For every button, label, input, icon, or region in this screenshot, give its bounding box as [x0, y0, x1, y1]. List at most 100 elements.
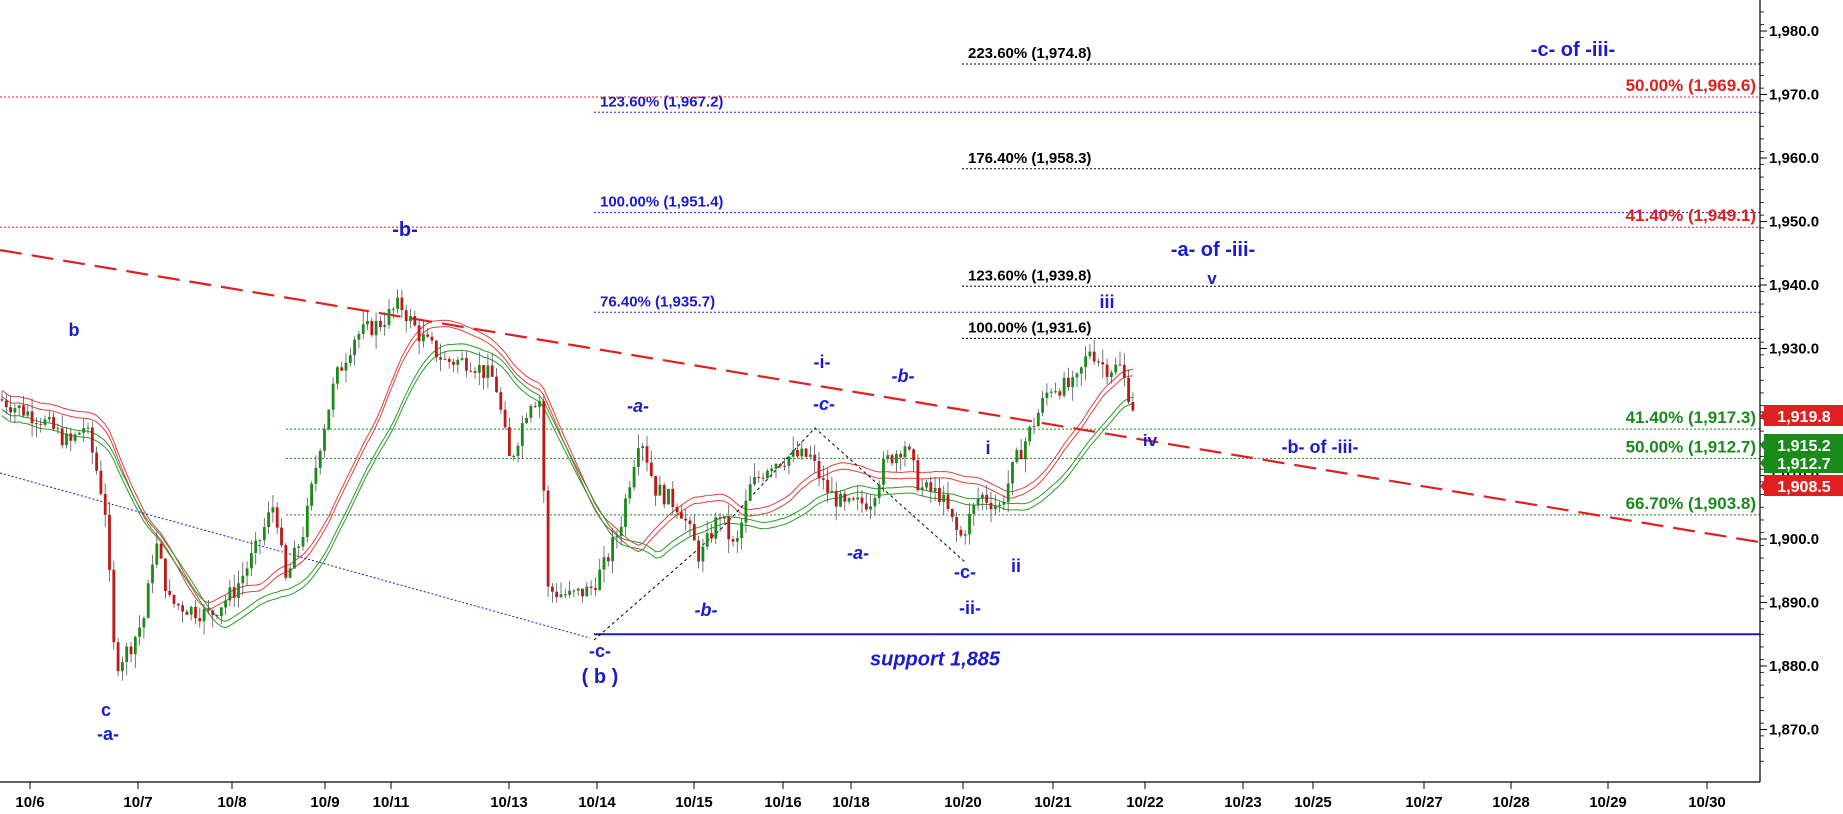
candle-body [1067, 377, 1070, 388]
candle-body [512, 455, 516, 457]
candle-body [232, 587, 236, 598]
candle-body [314, 467, 318, 484]
price-badge-label: 1,912.7 [1777, 456, 1830, 473]
candle-body [963, 534, 967, 536]
candle-body [245, 568, 249, 576]
candle-body [447, 358, 451, 362]
candle-body [82, 428, 86, 433]
candle-body [47, 416, 51, 420]
candle-body [869, 506, 872, 510]
candle-body [520, 423, 524, 446]
fib-level-label: 223.60% (1,974.8) [968, 45, 1091, 62]
candle-body [972, 504, 976, 514]
candle-body [331, 383, 335, 410]
moving-average-lower-2 [1, 349, 1134, 629]
candle-body [65, 433, 68, 446]
candle-body [284, 545, 288, 578]
candle-body [925, 482, 928, 488]
fib-level-label: 50.00% (1,912.7) [1626, 437, 1756, 456]
fib-level-label: 123.60% (1,939.8) [968, 267, 1091, 284]
candle-body [417, 325, 421, 342]
candle-body [727, 516, 731, 540]
wave-label: -c- [954, 562, 976, 582]
candle-body [817, 460, 821, 479]
candle-body [856, 497, 860, 500]
candle-body [1028, 426, 1032, 442]
candle-body [1088, 351, 1092, 357]
wave-label: v [1207, 269, 1217, 288]
candle-body [168, 590, 172, 595]
candle-body [353, 339, 356, 356]
candle-body [568, 590, 571, 595]
candle-body [546, 490, 550, 587]
candle-body [318, 450, 322, 468]
candle-body [718, 517, 722, 519]
candle-body [103, 494, 107, 515]
candle-body [116, 642, 120, 672]
candle-body [1006, 483, 1010, 502]
candle-body [723, 516, 726, 519]
candle-body [52, 416, 55, 429]
candle-body [933, 487, 937, 492]
candle-body [1041, 397, 1044, 413]
price-badge-pointer [1760, 457, 1765, 469]
wave-label: -b- [695, 600, 718, 620]
candle-body [258, 540, 262, 542]
candle-body [99, 470, 103, 495]
candle-body [344, 362, 348, 371]
price-badge-label: 1,915.2 [1777, 438, 1830, 455]
candle-body [748, 484, 752, 501]
candle-body [237, 583, 240, 598]
candle-body [585, 586, 589, 597]
fib-level-label: 100.00% (1,951.4) [600, 194, 723, 211]
candle-body [684, 518, 688, 521]
candle-body [250, 553, 253, 569]
candle-body [1071, 377, 1075, 388]
wave-label: -a- [847, 543, 869, 563]
candle-body [654, 476, 657, 496]
candle-body [9, 407, 12, 413]
candle-body [1110, 372, 1113, 377]
candle-body [731, 539, 735, 542]
candle-body [426, 334, 430, 337]
candle-body [275, 507, 279, 528]
candle-body [637, 448, 640, 467]
candle-body [215, 615, 219, 617]
candle-body [998, 504, 1001, 507]
candle-body [606, 557, 610, 562]
candle-body [181, 605, 184, 612]
wave-label: -i- [814, 352, 831, 372]
x-tick-label: 10/28 [1492, 794, 1530, 811]
candle-body [224, 600, 227, 608]
candle-body [533, 406, 537, 408]
candle-body [572, 590, 576, 592]
x-tick-label: 10/8 [217, 794, 246, 811]
x-tick-label: 10/11 [373, 794, 410, 811]
candle-body [69, 433, 73, 441]
price-badge [1764, 452, 1843, 473]
candle-body [387, 308, 391, 326]
y-tick-label: 1,960.0 [1769, 150, 1819, 167]
x-tick-label: 10/13 [490, 794, 528, 811]
candle-body [262, 527, 266, 541]
candle-body [680, 512, 683, 519]
candle-body [422, 334, 425, 342]
candle-body [538, 400, 541, 407]
candle-body [452, 361, 455, 365]
wave-label: -a- [97, 724, 119, 744]
candle-body [645, 446, 649, 463]
candle-body [133, 636, 137, 655]
candle-body [800, 448, 804, 457]
candle-body [753, 477, 756, 485]
candle-body [327, 409, 331, 430]
wave-path-line [593, 427, 966, 641]
candle-body [35, 423, 38, 425]
candle-body [1032, 426, 1036, 428]
candle-body [495, 376, 498, 393]
candle-body [323, 429, 326, 451]
candle-body [929, 482, 933, 492]
candle-body [151, 564, 154, 584]
candle-body [619, 526, 623, 536]
candle-body [460, 358, 464, 360]
candle-body [1062, 377, 1066, 396]
